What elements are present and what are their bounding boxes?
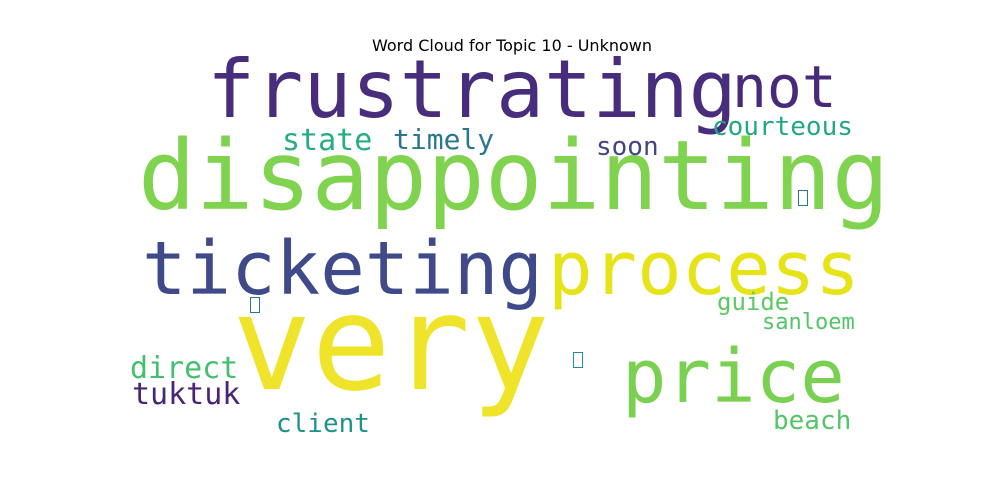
chart-title: Word Cloud for Topic 10 - Unknown [372, 36, 652, 55]
word-beach: beach [773, 406, 852, 436]
word-frustrating: frustrating [207, 43, 737, 136]
word-guide: guide [717, 288, 790, 316]
word-price: price [622, 334, 845, 420]
missing-glyph-icon [798, 190, 808, 206]
word-sanloem: sanloem [762, 310, 855, 335]
word-state: state [282, 123, 373, 158]
missing-glyph-icon [573, 352, 583, 368]
missing-glyph-icon [250, 297, 260, 313]
word-timely: timely [393, 123, 495, 156]
word-courteous: courteous [712, 112, 853, 142]
word-client: client [276, 409, 370, 439]
word-direct: direct [130, 351, 239, 386]
word-very: very [232, 267, 550, 421]
word-not: not [732, 53, 837, 121]
word-tuktuk: tuktuk [132, 377, 241, 412]
word-soon: soon [596, 132, 659, 162]
word-process: process [548, 226, 860, 312]
word-disappointing: disappointing [138, 120, 890, 232]
word-ticketing: ticketing [142, 226, 543, 312]
